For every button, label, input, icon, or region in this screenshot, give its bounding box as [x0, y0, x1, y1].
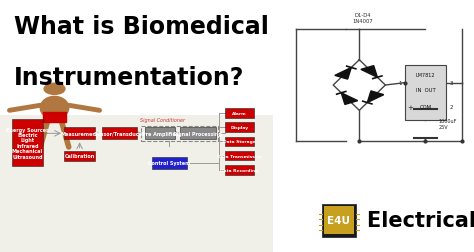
Bar: [102, 128, 137, 140]
Text: Control System: Control System: [148, 161, 191, 166]
Text: Measurement: Measurement: [60, 131, 99, 136]
Bar: [225, 123, 254, 132]
Text: Energy Sources
Electric
Light
Infrared
Mechanical
Ultrasound: Energy Sources Electric Light Infrared M…: [6, 127, 49, 159]
Bar: [0, 0, 275, 118]
Polygon shape: [367, 91, 384, 103]
Text: Sensor/Transducer: Sensor/Transducer: [94, 131, 146, 136]
Bar: [145, 128, 175, 140]
Text: IN  OUT: IN OUT: [416, 87, 435, 92]
Text: Alarm: Alarm: [232, 112, 246, 116]
Bar: [12, 120, 43, 166]
Text: E4U: E4U: [328, 215, 350, 226]
Bar: [64, 128, 95, 140]
Bar: [225, 109, 254, 118]
Polygon shape: [361, 66, 377, 78]
Text: Signal Processing: Signal Processing: [173, 131, 222, 136]
Polygon shape: [335, 68, 351, 80]
Bar: [225, 166, 254, 175]
Bar: [0, 116, 273, 252]
Text: Data Storage: Data Storage: [223, 140, 256, 144]
Text: Pre Amplifier: Pre Amplifier: [142, 131, 178, 136]
Text: Calibration: Calibration: [64, 154, 94, 159]
Text: 3: 3: [449, 81, 453, 86]
Text: 1000uF
25V: 1000uF 25V: [439, 119, 457, 130]
Text: Data Transmission: Data Transmission: [217, 154, 262, 158]
Text: Instrumentation?: Instrumentation?: [14, 66, 245, 89]
Bar: [152, 158, 187, 169]
Bar: [43, 112, 66, 122]
Bar: [225, 151, 254, 161]
Bar: [273, 0, 474, 252]
Text: LM7812: LM7812: [416, 73, 435, 78]
Ellipse shape: [40, 97, 69, 120]
Text: +: +: [407, 104, 413, 110]
Bar: [180, 128, 216, 140]
Bar: [405, 66, 446, 121]
Text: D1-D4
1N4007: D1-D4 1N4007: [353, 13, 374, 24]
Bar: [225, 137, 254, 147]
Text: 2: 2: [449, 105, 453, 110]
Text: Display: Display: [230, 125, 248, 130]
Bar: [141, 127, 218, 141]
Text: Data Recording: Data Recording: [220, 168, 258, 172]
Text: Electrical 4 U: Electrical 4 U: [367, 210, 474, 231]
Text: Signal Conditioner: Signal Conditioner: [140, 118, 185, 123]
Circle shape: [44, 84, 65, 95]
Bar: [64, 151, 95, 161]
Polygon shape: [341, 93, 358, 105]
Text: 1: 1: [398, 81, 401, 86]
Text: COM: COM: [419, 105, 431, 110]
Bar: [322, 204, 356, 237]
Bar: [324, 207, 354, 234]
Text: What is Biomedical: What is Biomedical: [14, 15, 269, 39]
